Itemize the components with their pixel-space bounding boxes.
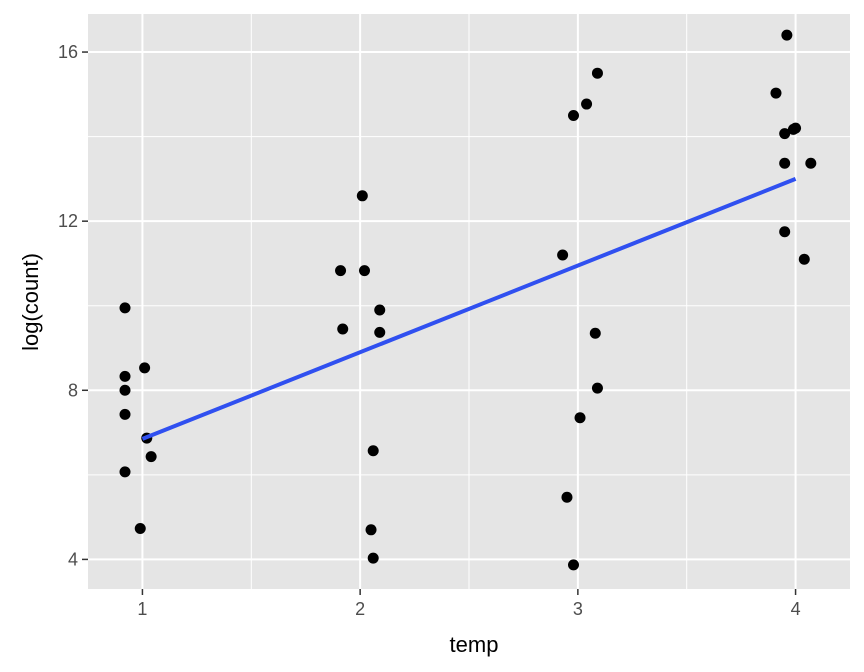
data-point xyxy=(591,382,603,394)
data-point xyxy=(779,226,791,238)
data-point xyxy=(335,265,347,277)
y-tick-label: 16 xyxy=(58,42,78,62)
data-point xyxy=(367,552,379,564)
x-tick-label: 1 xyxy=(137,599,147,619)
data-point xyxy=(557,249,569,261)
data-point xyxy=(561,491,573,503)
data-point xyxy=(119,384,131,396)
data-point xyxy=(119,302,131,314)
x-tick-label: 2 xyxy=(355,599,365,619)
data-point xyxy=(770,87,782,99)
data-point xyxy=(779,128,791,140)
y-tick-label: 8 xyxy=(68,380,78,400)
data-point xyxy=(805,157,817,169)
regression-line-group xyxy=(141,177,797,441)
y-axis-title: log(count) xyxy=(18,253,43,351)
data-point xyxy=(779,157,791,169)
minor-gridlines xyxy=(88,14,850,589)
data-point xyxy=(139,362,151,374)
data-point xyxy=(374,326,386,338)
data-point xyxy=(358,265,370,277)
data-point xyxy=(356,190,368,202)
data-point xyxy=(119,370,131,382)
data-point xyxy=(798,253,810,265)
x-tick-label: 3 xyxy=(573,599,583,619)
data-point xyxy=(574,412,586,424)
data-point xyxy=(365,524,377,536)
data-point xyxy=(119,408,131,420)
data-point xyxy=(787,123,799,135)
data-point xyxy=(568,559,580,571)
regression-line xyxy=(141,177,797,441)
x-axis-title: temp xyxy=(450,632,499,657)
data-point xyxy=(119,466,131,478)
data-point xyxy=(367,445,379,457)
data-point xyxy=(781,29,793,41)
major-gridlines xyxy=(88,14,850,589)
data-point xyxy=(134,523,146,535)
data-point xyxy=(374,304,386,316)
data-point xyxy=(591,67,603,79)
data-point xyxy=(581,98,593,110)
data-point xyxy=(589,327,601,339)
data-point xyxy=(337,323,349,335)
data-point xyxy=(568,109,580,121)
data-point xyxy=(145,451,157,463)
x-tick-label: 4 xyxy=(791,599,801,619)
y-tick-label: 12 xyxy=(58,211,78,231)
y-tick-label: 4 xyxy=(68,549,78,569)
data-points xyxy=(119,29,817,571)
